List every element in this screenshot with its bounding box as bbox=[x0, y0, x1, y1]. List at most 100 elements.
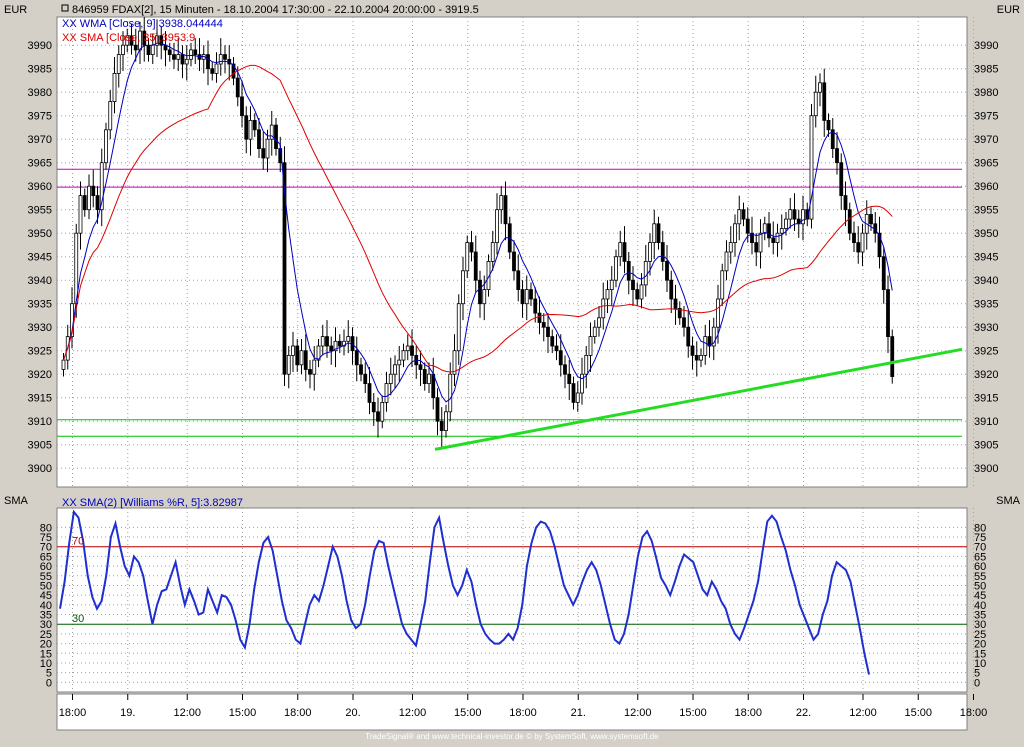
candle-body bbox=[384, 383, 389, 403]
candle-body bbox=[703, 336, 708, 356]
candle-body bbox=[652, 223, 657, 244]
candle-body bbox=[308, 369, 312, 375]
candle-body bbox=[822, 82, 827, 121]
candle-body bbox=[316, 345, 321, 361]
candle-body bbox=[218, 54, 223, 65]
level-30-label: 30 bbox=[72, 613, 84, 625]
candle-body bbox=[176, 54, 181, 60]
candle-body bbox=[635, 289, 640, 300]
candle-body bbox=[231, 63, 236, 79]
price-tick-right: 3985 bbox=[974, 64, 998, 76]
candle-body bbox=[125, 35, 130, 46]
indicator-tick-right: 75 bbox=[974, 532, 986, 544]
candle-body bbox=[223, 54, 227, 60]
candle-body bbox=[648, 242, 652, 262]
indicator-tick-left: 70 bbox=[40, 542, 52, 554]
price-tick-left: 3915 bbox=[28, 393, 52, 405]
indicator-tick-left: 60 bbox=[40, 561, 52, 573]
price-tick-left: 3985 bbox=[28, 64, 52, 76]
price-tick-left: 3950 bbox=[28, 228, 52, 240]
candle-body bbox=[690, 345, 695, 356]
indicator-tick-right: 25 bbox=[974, 629, 986, 641]
indicator-tick-right: 80 bbox=[974, 522, 986, 534]
indicator-tick-left: 75 bbox=[40, 532, 52, 544]
candle-body bbox=[609, 279, 614, 291]
candle-body bbox=[397, 359, 402, 366]
price-tick-right: 3915 bbox=[974, 393, 998, 405]
x-tick-label: 12:00 bbox=[849, 707, 877, 719]
candle-body bbox=[516, 270, 521, 290]
indicator-tick-right: 15 bbox=[974, 648, 986, 660]
price-tick-left: 3960 bbox=[28, 181, 52, 193]
candle-body bbox=[121, 44, 125, 56]
candle-body bbox=[792, 209, 797, 220]
candle-body bbox=[733, 223, 737, 244]
price-tick-right: 3910 bbox=[974, 416, 998, 428]
x-tick-label: 15:00 bbox=[904, 707, 932, 719]
candle-body bbox=[376, 411, 380, 422]
candle-body bbox=[303, 350, 308, 370]
candle-body bbox=[320, 336, 325, 347]
candle-body bbox=[172, 54, 176, 60]
indicator-tick-right: 50 bbox=[974, 580, 986, 592]
candle-body bbox=[371, 401, 376, 413]
candle-body bbox=[269, 124, 274, 140]
candle-body bbox=[877, 232, 882, 258]
candle-body bbox=[78, 195, 83, 234]
candle-body bbox=[104, 129, 108, 164]
x-tick-label: 18:00 bbox=[960, 707, 988, 719]
candle-body bbox=[631, 279, 635, 291]
price-tick-right: 3900 bbox=[974, 463, 998, 475]
candle-body bbox=[478, 279, 482, 305]
candle-body bbox=[91, 185, 96, 196]
candle-body bbox=[550, 336, 555, 347]
candle-body bbox=[146, 44, 151, 56]
indicator-tick-left: 65 bbox=[40, 551, 52, 563]
price-pane bbox=[56, 16, 968, 488]
price-tick-left: 3975 bbox=[28, 111, 52, 123]
moving-average-lines bbox=[63, 42, 893, 403]
x-tick-label: 18:00 bbox=[734, 707, 762, 719]
indicator-tick-left: 50 bbox=[40, 580, 52, 592]
candle-body bbox=[618, 242, 623, 258]
indicator-series bbox=[59, 509, 870, 675]
candle-body bbox=[312, 359, 317, 375]
price-tick-right: 3975 bbox=[974, 111, 998, 123]
candle-body bbox=[890, 336, 895, 377]
candle-body bbox=[150, 44, 155, 56]
candle-body bbox=[167, 49, 172, 56]
candle-body bbox=[265, 138, 270, 159]
candle-body bbox=[359, 364, 363, 375]
candle-body bbox=[193, 49, 198, 56]
candle-body bbox=[439, 420, 444, 432]
candle-body bbox=[452, 350, 457, 375]
candle-body bbox=[248, 120, 253, 140]
candle-body bbox=[252, 120, 257, 131]
price-tick-left: 3945 bbox=[28, 252, 52, 264]
indicator-tick-right: 35 bbox=[974, 610, 986, 622]
indicator-tick-left: 15 bbox=[40, 648, 52, 660]
candle-body bbox=[639, 284, 644, 300]
x-tick-label: 18:00 bbox=[284, 707, 312, 719]
indicator-tick-right: 30 bbox=[974, 619, 986, 631]
y-axis-tick-labels: 3900 3900 3905 3905 3910 3910 3915 3915 3920 3920… bbox=[28, 40, 999, 689]
candle-body bbox=[694, 354, 699, 361]
candle-body bbox=[707, 336, 712, 347]
candle-body bbox=[716, 298, 720, 328]
price-tick-left: 3940 bbox=[28, 275, 52, 287]
candle-body bbox=[108, 101, 113, 131]
candle-body bbox=[524, 289, 529, 305]
candle-body bbox=[354, 350, 359, 366]
x-tick-label: 20. bbox=[345, 707, 360, 719]
candle-body bbox=[575, 392, 580, 403]
candle-body bbox=[813, 91, 818, 117]
indicator-tick-left: 80 bbox=[40, 522, 52, 534]
candle-body bbox=[775, 232, 780, 243]
candle-body bbox=[133, 44, 138, 51]
price-tick-right: 3965 bbox=[974, 158, 998, 170]
indicator-tick-right: 40 bbox=[974, 600, 986, 612]
price-tick-left: 3980 bbox=[28, 87, 52, 99]
candle-body bbox=[512, 251, 516, 272]
x-tick-label: 15:00 bbox=[229, 707, 257, 719]
candle-body bbox=[881, 256, 886, 291]
